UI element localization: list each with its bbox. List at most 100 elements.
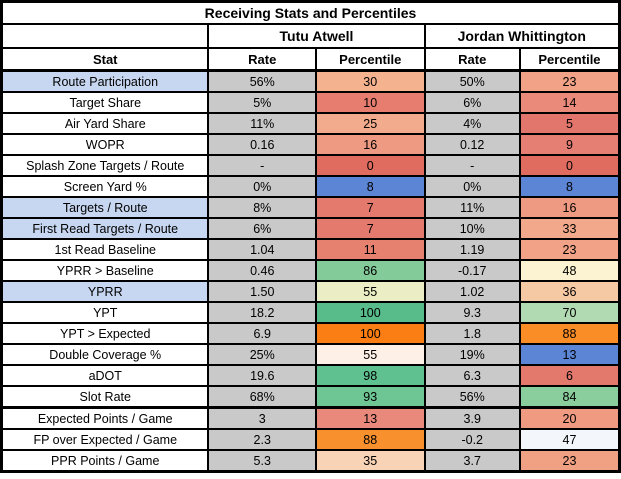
- jordan-percentile-cell: 14: [518, 91, 621, 114]
- tutu-percentile-cell: 25: [314, 112, 426, 135]
- table-row: FP over Expected / Game 2.3 88 -0.2 47: [0, 428, 621, 451]
- tutu-rate-cell: 1.50: [207, 280, 317, 303]
- tutu-percentile-cell: 55: [314, 343, 426, 366]
- tutu-percentile-cell: 35: [314, 449, 426, 473]
- stat-label: Target Share: [0, 91, 210, 114]
- tutu-percentile-cell: 8: [314, 175, 426, 198]
- tutu-percentile-cell: 88: [314, 428, 426, 451]
- tutu-rate-cell: 3: [207, 406, 317, 430]
- tutu-rate-cell: 56%: [207, 69, 317, 93]
- player-name-jordan-whittington: Jordan Whittington: [423, 23, 621, 49]
- table-row: Target Share 5% 10 6% 14: [0, 91, 621, 114]
- table-row: Double Coverage % 25% 55 19% 13: [0, 343, 621, 366]
- table-row: First Read Targets / Route 6% 7 10% 33: [0, 217, 621, 240]
- jordan-percentile-cell: 48: [518, 259, 621, 282]
- jordan-rate-cell: 9.3: [423, 301, 521, 324]
- tutu-rate-cell: 25%: [207, 343, 317, 366]
- tutu-percentile-cell: 0: [314, 154, 426, 177]
- table-row: PPR Points / Game 5.3 35 3.7 23: [0, 449, 621, 473]
- tutu-rate-cell: 6.9: [207, 322, 317, 345]
- jordan-rate-cell: 3.9: [423, 406, 521, 430]
- jordan-percentile-cell: 23: [518, 69, 621, 93]
- stat-label: Splash Zone Targets / Route: [0, 154, 210, 177]
- tutu-rate-cell: 8%: [207, 196, 317, 219]
- tutu-rate-cell: 18.2: [207, 301, 317, 324]
- jordan-rate-cell: 19%: [423, 343, 521, 366]
- table-row: Screen Yard % 0% 8 0% 8: [0, 175, 621, 198]
- table-row: 1st Read Baseline 1.04 11 1.19 23: [0, 238, 621, 261]
- table-row: Targets / Route 8% 7 11% 16: [0, 196, 621, 219]
- tutu-percentile-cell: 7: [314, 217, 426, 240]
- jordan-rate-cell: 1.8: [423, 322, 521, 345]
- stat-label: YPRR > Baseline: [0, 259, 210, 282]
- tutu-percentile-cell: 13: [314, 406, 426, 430]
- stat-label: FP over Expected / Game: [0, 428, 210, 451]
- table-row: Slot Rate 68% 93 56% 84: [0, 385, 621, 409]
- jordan-percentile-cell: 20: [518, 406, 621, 430]
- stat-label: Double Coverage %: [0, 343, 210, 366]
- jordan-percentile-cell: 84: [518, 385, 621, 409]
- tutu-percentile-cell: 30: [314, 69, 426, 93]
- jordan-percentile-cell: 13: [518, 343, 621, 366]
- jordan-percentile-cell: 47: [518, 428, 621, 451]
- jordan-rate-cell: 6.3: [423, 364, 521, 387]
- tutu-percentile-cell: 10: [314, 91, 426, 114]
- tutu-rate-cell: 1.04: [207, 238, 317, 261]
- jordan-percentile-cell: 33: [518, 217, 621, 240]
- jordan-rate-cell: -0.17: [423, 259, 521, 282]
- tutu-percentile-cell: 93: [314, 385, 426, 409]
- table-row: YPT 18.2 100 9.3 70: [0, 301, 621, 324]
- stat-label: Slot Rate: [0, 385, 210, 409]
- stat-label: WOPR: [0, 133, 210, 156]
- table-row: YPRR > Baseline 0.46 86 -0.17 48: [0, 259, 621, 282]
- table-row: YPRR 1.50 55 1.02 36: [0, 280, 621, 303]
- jordan-rate-cell: -: [423, 154, 521, 177]
- corner-cell: [0, 23, 210, 49]
- stat-label: aDOT: [0, 364, 210, 387]
- tutu-percentile-cell: 98: [314, 364, 426, 387]
- stat-label: Screen Yard %: [0, 175, 210, 198]
- jordan-percentile-cell: 8: [518, 175, 621, 198]
- tutu-rate-cell: 0.16: [207, 133, 317, 156]
- jordan-percentile-cell: 36: [518, 280, 621, 303]
- table-row: WOPR 0.16 16 0.12 9: [0, 133, 621, 156]
- jordan-rate-cell: 1.02: [423, 280, 521, 303]
- tutu-rate-cell: 6%: [207, 217, 317, 240]
- table-body: Route Participation 56% 30 50% 23 Target Shar…: [0, 69, 621, 473]
- table-row: YPT > Expected 6.9 100 1.8 88: [0, 322, 621, 345]
- tutu-rate-cell: 2.3: [207, 428, 317, 451]
- stat-label: Targets / Route: [0, 196, 210, 219]
- stat-label: 1st Read Baseline: [0, 238, 210, 261]
- jordan-percentile-cell: 70: [518, 301, 621, 324]
- jordan-rate-cell: 50%: [423, 69, 521, 93]
- jordan-percentile-cell: 23: [518, 238, 621, 261]
- jordan-rate-cell: 56%: [423, 385, 521, 409]
- jordan-rate-cell: 4%: [423, 112, 521, 135]
- stat-label: Route Participation: [0, 69, 210, 93]
- tutu-rate-cell: -: [207, 154, 317, 177]
- jordan-rate-cell: 11%: [423, 196, 521, 219]
- jordan-rate-cell: 6%: [423, 91, 521, 114]
- stat-label: Air Yard Share: [0, 112, 210, 135]
- column-header-percentile-2: Percentile: [518, 47, 621, 72]
- table-row: Splash Zone Targets / Route -0-0: [0, 154, 621, 177]
- jordan-percentile-cell: 0: [518, 154, 621, 177]
- tutu-percentile-cell: 11: [314, 238, 426, 261]
- tutu-rate-cell: 19.6: [207, 364, 317, 387]
- tutu-rate-cell: 5%: [207, 91, 317, 114]
- tutu-rate-cell: 0%: [207, 175, 317, 198]
- stat-label: YPT: [0, 301, 210, 324]
- stat-label: PPR Points / Game: [0, 449, 210, 473]
- tutu-rate-cell: 0.46: [207, 259, 317, 282]
- table-title: Receiving Stats and Percentiles: [0, 0, 621, 25]
- jordan-percentile-cell: 5: [518, 112, 621, 135]
- jordan-percentile-cell: 16: [518, 196, 621, 219]
- player-name-tutu-atwell: Tutu Atwell: [207, 23, 426, 49]
- stat-label: First Read Targets / Route: [0, 217, 210, 240]
- table-row: aDOT 19.6 98 6.3 6: [0, 364, 621, 387]
- table-row: Route Participation 56% 30 50% 23: [0, 69, 621, 93]
- jordan-percentile-cell: 23: [518, 449, 621, 473]
- table-row: Air Yard Share 11% 25 4% 5: [0, 112, 621, 135]
